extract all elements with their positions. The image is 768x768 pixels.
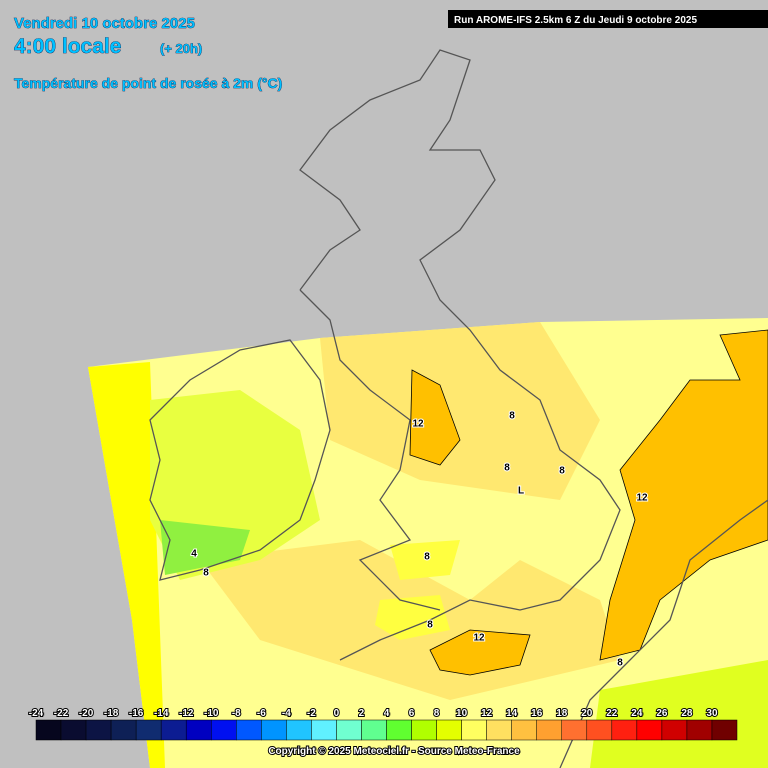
legend-cell [661, 719, 688, 741]
legend-tick-label: 28 [681, 708, 693, 719]
legend-cell [160, 719, 187, 741]
legend-cell [361, 719, 387, 741]
contour-label: 8 [427, 620, 433, 631]
legend-tick-label: 26 [656, 708, 668, 719]
legend-cell [286, 719, 312, 741]
legend-cell [336, 719, 362, 741]
legend-tick-label: -14 [154, 708, 169, 719]
legend-cell [686, 719, 713, 741]
legend-tick-label: -18 [104, 708, 119, 719]
legend-cell [35, 719, 62, 741]
contour-label: 8 [424, 552, 430, 563]
legend-tick-label: 20 [581, 708, 593, 719]
legend-cell [586, 719, 613, 741]
run-info: Run AROME-IFS 2.5km 6 Z du Jeudi 9 octob… [454, 15, 697, 26]
contour-label: 8 [504, 463, 510, 474]
legend-tick-label: -10 [204, 708, 219, 719]
legend-tick-label: 22 [606, 708, 618, 719]
legend-tick-label: 12 [481, 708, 493, 719]
legend-tick-label: -6 [257, 708, 266, 719]
legend-cell [636, 719, 663, 741]
legend-tick-label: 0 [334, 708, 340, 719]
legend-tick-label: -12 [179, 708, 194, 719]
legend-tick-label: 24 [631, 708, 643, 719]
contour-label: 8 [203, 568, 209, 579]
legend-tick-label: 16 [531, 708, 543, 719]
legend-cell [60, 719, 87, 741]
legend-tick-label: 8 [434, 708, 440, 719]
legend-cell [386, 719, 412, 741]
legend-tick-label: -22 [54, 708, 69, 719]
coastlines [149, 49, 768, 768]
legend-cell [185, 719, 212, 741]
contour-label: 12 [636, 493, 648, 504]
legend-tick-label: 10 [456, 708, 468, 719]
copyright: Copyright © 2025 Meteociel.fr - Source M… [268, 746, 520, 757]
legend-tick-label: 2 [359, 708, 365, 719]
legend-cell [211, 719, 237, 741]
contour-label: 12 [412, 419, 424, 430]
legend-tick-label: -16 [129, 708, 144, 719]
legend-cell [261, 719, 287, 741]
color-legend: -24 -22 -20 -18 -16 -14 -12 -10 -8 -6 -4 -2 0 2 4 6 8 10 1… [28, 707, 738, 741]
legend-cell [236, 719, 262, 741]
legend-cell [135, 719, 162, 741]
legend-tick-label: 30 [706, 708, 718, 719]
legend-cell [511, 719, 537, 741]
legend-cell [110, 719, 137, 741]
legend-tick-label: -2 [307, 708, 316, 719]
time: 4:00 locale [14, 35, 121, 58]
contour-label: 12 [473, 633, 485, 644]
date: Vendredi 10 octobre 2025 [14, 15, 195, 32]
contour-label: 4 [191, 549, 197, 560]
legend-tick-label: -4 [282, 708, 291, 719]
legend-tick-label: 4 [384, 708, 390, 719]
legend-tick-label: -8 [232, 708, 241, 719]
legend-tick-label: -24 [29, 708, 44, 719]
map-title: Température de point de rosée à 2m (°C) [14, 75, 282, 91]
legend-cell [561, 719, 588, 741]
legend-tick-label: 14 [506, 708, 518, 719]
low-marker: L [518, 486, 524, 497]
contour-label: 8 [509, 411, 515, 422]
legend-cell [461, 719, 487, 741]
legend-cell [486, 719, 512, 741]
legend-cell [611, 719, 638, 741]
lead-time: (+ 20h) [160, 41, 202, 56]
model-domain [88, 318, 768, 768]
legend-cell [411, 719, 437, 741]
legend-cell [85, 719, 112, 741]
legend-cell [436, 719, 462, 741]
contour-label: 8 [559, 466, 565, 477]
legend-tick-label: -20 [79, 708, 94, 719]
legend-tick-label: 6 [409, 708, 415, 719]
legend-cell [536, 719, 563, 741]
legend-cell [711, 719, 738, 741]
contour-label: 8 [617, 658, 623, 669]
legend-cell [311, 719, 337, 741]
run-banner [448, 10, 768, 28]
legend-tick-label: 18 [556, 708, 568, 719]
